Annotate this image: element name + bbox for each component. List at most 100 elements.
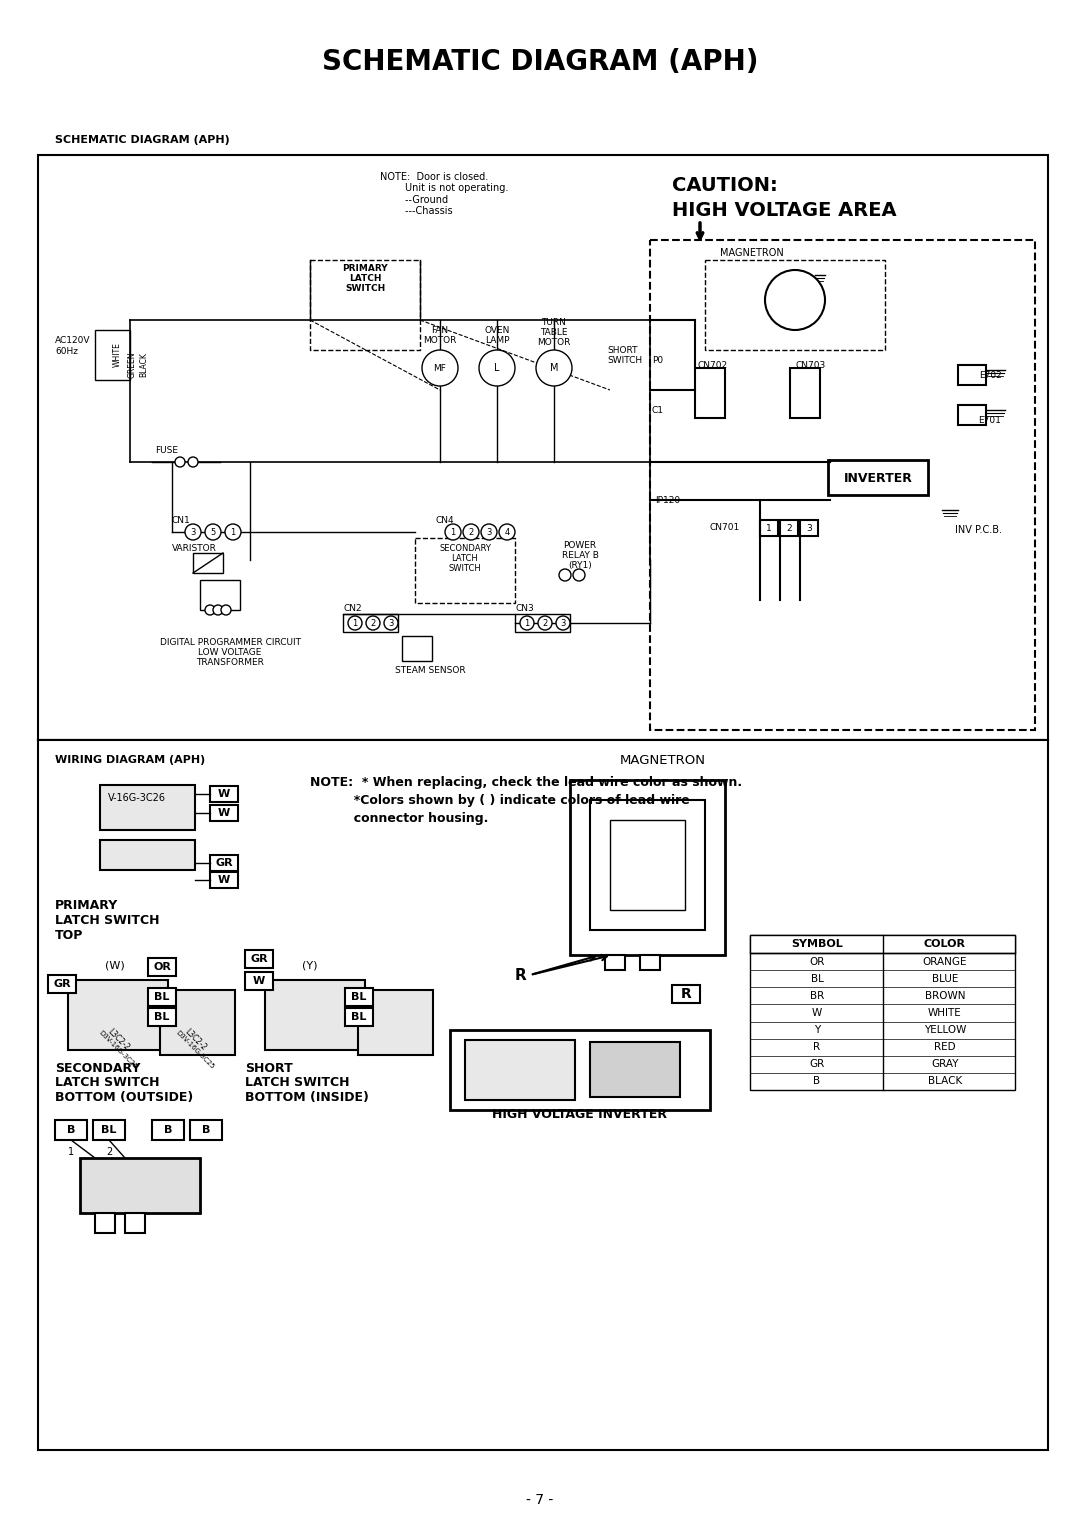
Text: WHITE: WHITE	[112, 342, 121, 367]
Text: L: L	[495, 364, 500, 373]
Bar	[190, 1120, 222, 1140]
Bar	[696, 368, 725, 419]
Bar	[705, 260, 885, 350]
Text: NOTE:  Door is closed.: NOTE: Door is closed.	[380, 173, 488, 182]
Circle shape	[188, 457, 198, 468]
Bar	[750, 935, 1015, 953]
Bar	[55, 1120, 87, 1140]
Text: 1: 1	[230, 527, 235, 536]
Text: RELAY B: RELAY B	[562, 550, 598, 559]
Text: TOP: TOP	[55, 929, 83, 941]
Text: C1: C1	[652, 405, 664, 414]
Circle shape	[499, 524, 515, 539]
Bar	[672, 986, 700, 1002]
Text: ---Chassis: ---Chassis	[380, 206, 453, 215]
Text: W: W	[253, 976, 265, 986]
Text: P0: P0	[652, 356, 663, 365]
Text: COLOR: COLOR	[924, 940, 966, 949]
Bar	[160, 990, 235, 1054]
Bar	[345, 989, 373, 1005]
Bar	[265, 979, 365, 1050]
Text: E701: E701	[978, 416, 1001, 425]
Text: Unit is not operating.: Unit is not operating.	[380, 183, 509, 193]
Text: Y: Y	[814, 1025, 820, 1034]
Text: GR: GR	[53, 979, 71, 989]
Bar	[450, 1030, 710, 1109]
Text: BOTTOM (INSIDE): BOTTOM (INSIDE)	[245, 1091, 369, 1105]
Text: 2: 2	[542, 619, 548, 628]
Text: SCHEMATIC DIAGRAM (APH): SCHEMATIC DIAGRAM (APH)	[322, 47, 758, 76]
Circle shape	[481, 524, 497, 539]
Bar	[570, 779, 725, 955]
Circle shape	[185, 524, 201, 539]
Bar	[828, 460, 928, 495]
Bar	[210, 785, 238, 802]
Text: GRAY: GRAY	[931, 1059, 959, 1070]
Bar	[610, 821, 685, 911]
Text: GR: GR	[251, 953, 268, 964]
Text: POWER: POWER	[564, 541, 596, 550]
Bar	[415, 538, 515, 604]
Text: SWITCH: SWITCH	[448, 564, 482, 573]
Text: TABLE: TABLE	[540, 327, 568, 336]
Text: V-16G-3C26: V-16G-3C26	[108, 793, 166, 804]
Text: OR: OR	[153, 963, 171, 972]
Text: RED: RED	[934, 1042, 956, 1053]
Circle shape	[221, 605, 231, 614]
Text: 1: 1	[68, 1148, 75, 1157]
Text: 3: 3	[486, 527, 491, 536]
Text: CN3: CN3	[515, 604, 534, 613]
Text: 2: 2	[786, 524, 792, 532]
Text: BLUE: BLUE	[932, 973, 958, 984]
Text: PRIMARY: PRIMARY	[55, 898, 118, 912]
Bar	[200, 581, 240, 610]
Bar	[93, 1120, 125, 1140]
Text: SHORT: SHORT	[607, 345, 637, 354]
Circle shape	[225, 524, 241, 539]
Text: INVERTER: INVERTER	[843, 472, 913, 484]
Bar	[958, 405, 986, 425]
Text: DIGITAL PROGRAMMER CIRCUIT: DIGITAL PROGRAMMER CIRCUIT	[160, 637, 300, 646]
Text: B: B	[164, 1125, 172, 1135]
Text: M: M	[550, 364, 558, 373]
Bar	[148, 1008, 176, 1025]
Text: 3: 3	[190, 527, 195, 536]
Circle shape	[480, 350, 515, 387]
Text: --Ground: --Ground	[380, 196, 448, 205]
Text: GR: GR	[809, 1059, 825, 1070]
Text: MAGNETRON: MAGNETRON	[620, 753, 706, 767]
Text: MF: MF	[433, 364, 446, 373]
Text: W: W	[812, 1008, 822, 1018]
Text: R: R	[813, 1042, 821, 1053]
Text: (Y): (Y)	[302, 960, 318, 970]
Text: FUSE: FUSE	[156, 446, 178, 454]
Text: IP120: IP120	[654, 495, 680, 504]
Circle shape	[175, 457, 185, 468]
Text: 1: 1	[352, 619, 357, 628]
Text: L3C2-2: L3C2-2	[183, 1027, 207, 1053]
Text: R: R	[680, 987, 691, 1001]
Text: *Colors shown by ( ) indicate colors of lead wire: *Colors shown by ( ) indicate colors of …	[310, 793, 690, 807]
Text: GR: GR	[215, 859, 233, 868]
Text: CN1: CN1	[172, 515, 191, 524]
Text: LATCH: LATCH	[451, 553, 478, 562]
Text: SWITCH: SWITCH	[345, 284, 386, 292]
Bar	[465, 1041, 575, 1100]
Circle shape	[538, 616, 552, 630]
Bar	[402, 636, 432, 662]
Text: connector housing.: connector housing.	[310, 811, 488, 825]
Text: CN701: CN701	[710, 523, 740, 532]
Bar	[100, 840, 195, 869]
Text: LATCH SWITCH: LATCH SWITCH	[55, 1077, 160, 1089]
Text: TRANSFORMER: TRANSFORMER	[197, 657, 264, 666]
Text: ORANGE: ORANGE	[922, 957, 968, 967]
Bar	[958, 365, 986, 385]
Text: 2: 2	[370, 619, 376, 628]
Text: SYMBOL: SYMBOL	[792, 940, 842, 949]
Text: CN2: CN2	[343, 604, 362, 613]
Bar	[48, 975, 76, 993]
Bar	[148, 989, 176, 1005]
Bar	[95, 1213, 114, 1233]
Text: LATCH SWITCH: LATCH SWITCH	[55, 914, 160, 926]
Bar	[193, 553, 222, 573]
